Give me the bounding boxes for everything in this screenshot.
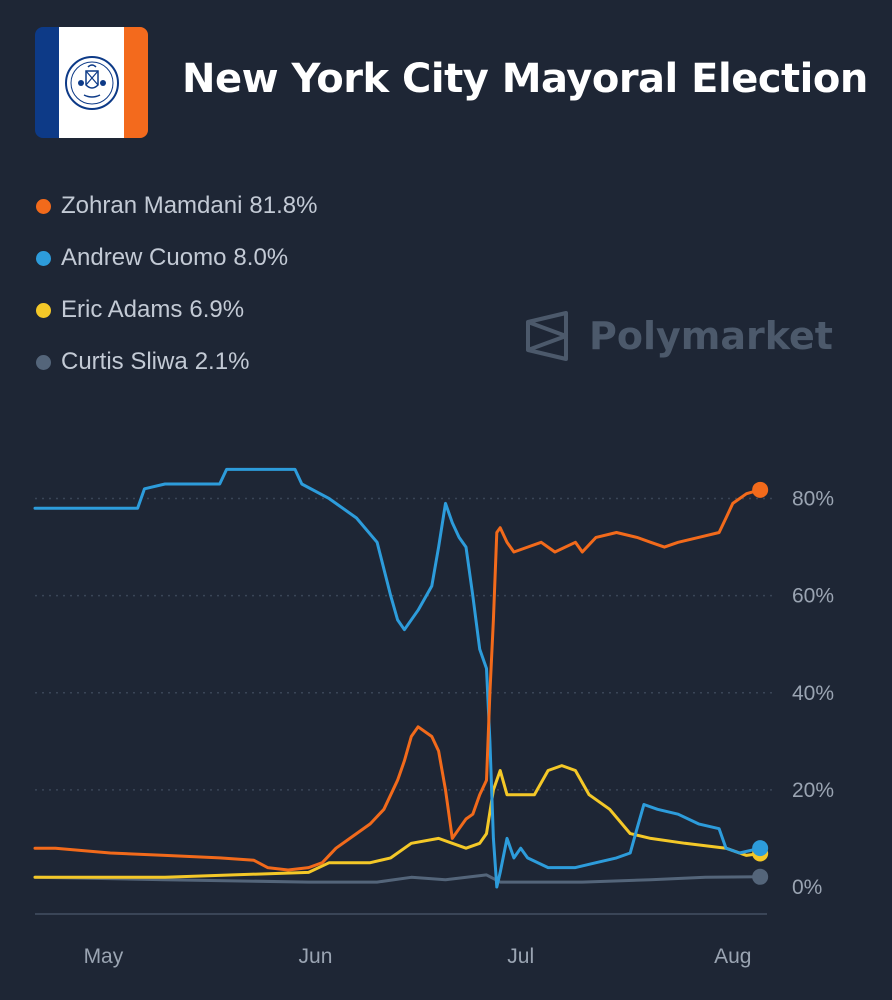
legend-item-cuomo[interactable]: Andrew Cuomo 8.0% <box>36 232 317 284</box>
x-tick-label: Aug <box>714 945 751 968</box>
x-tick-label: Jun <box>299 945 333 968</box>
nyc-seal-icon <box>64 55 119 110</box>
axes: 0% 20% 40% 60% 80% May Jun Jul Aug <box>35 488 834 968</box>
series-lines <box>33 467 762 889</box>
flag-white-stripe <box>59 27 124 138</box>
legend-dot <box>36 198 51 214</box>
y-tick-label: 60% <box>792 585 834 608</box>
legend-percent: 6.9% <box>189 296 245 323</box>
polymarket-watermark: Polymarket <box>525 310 833 362</box>
series-line-zohran-mamdani <box>33 488 762 872</box>
legend-item-adams[interactable]: Eric Adams 6.9% <box>36 284 317 336</box>
end-markers <box>752 481 769 885</box>
series-line-curtis-sliwa <box>33 873 762 884</box>
y-tick-label: 80% <box>792 488 834 511</box>
watermark-text: Polymarket <box>589 314 833 358</box>
end-marker-curtis-sliwa <box>752 868 769 885</box>
legend-percent: 2.1% <box>194 348 250 375</box>
legend-percent: 81.8% <box>249 192 318 219</box>
legend-item-sliwa[interactable]: Curtis Sliwa 2.1% <box>36 336 317 388</box>
y-tick-label: 0% <box>792 876 822 899</box>
legend-dot <box>36 250 51 266</box>
end-marker-andrew-cuomo <box>752 840 769 857</box>
legend-label: Zohran Mamdani <box>61 192 243 219</box>
grid-lines <box>35 497 772 791</box>
legend-label: Curtis Sliwa <box>61 348 188 375</box>
polymarket-logo-icon <box>526 311 568 361</box>
x-tick-label: May <box>84 945 124 968</box>
y-tick-label: 20% <box>792 779 834 802</box>
flag-orange-stripe <box>124 27 148 138</box>
page-title: New York City Mayoral Election <box>182 56 868 102</box>
legend-dot <box>36 302 51 318</box>
legend-label: Andrew Cuomo <box>61 244 227 271</box>
legend-label: Eric Adams <box>61 296 183 323</box>
series-line-andrew-cuomo <box>33 467 762 889</box>
legend-percent: 8.0% <box>233 244 289 271</box>
y-tick-label: 40% <box>792 682 834 705</box>
legend-item-mamdani[interactable]: Zohran Mamdani 81.8% <box>36 180 317 232</box>
flag-blue-stripe <box>35 27 59 138</box>
end-marker-zohran-mamdani <box>752 481 769 498</box>
nyc-flag-logo <box>35 27 148 138</box>
chart-legend: Zohran Mamdani 81.8% Andrew Cuomo 8.0% E… <box>36 180 317 388</box>
series-line-eric-adams <box>33 764 762 879</box>
legend-dot <box>36 354 51 370</box>
x-tick-label: Jul <box>507 945 534 968</box>
